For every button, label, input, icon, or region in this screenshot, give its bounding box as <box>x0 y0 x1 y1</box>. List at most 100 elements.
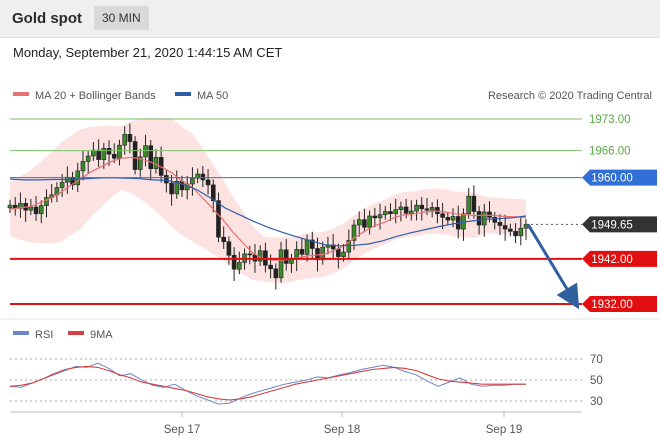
level-label-1942.00: 1942.00 <box>591 254 633 266</box>
candle-body <box>393 209 398 215</box>
candle-body <box>122 134 127 146</box>
candle-body <box>429 207 435 211</box>
ma9-legend-label: 9MA <box>90 329 113 341</box>
timeframe-badge[interactable]: 30 MIN <box>94 6 149 30</box>
x-tick-label: Sep 17 <box>164 424 200 436</box>
candle-body <box>377 214 383 219</box>
ma20-legend-label: MA 20 + Bollinger Bands <box>35 90 156 102</box>
ma20-legend-swatch <box>13 92 29 96</box>
level-label-1966.00: 1966.00 <box>589 146 631 158</box>
x-tick-label: Sep 19 <box>486 424 522 436</box>
candle-body <box>362 219 367 228</box>
candle-body <box>497 222 503 226</box>
candle-body <box>44 197 49 206</box>
candle-body <box>466 195 471 215</box>
forecast-arrow <box>526 223 580 310</box>
candle-body <box>28 206 34 211</box>
candle-body <box>388 211 393 215</box>
candle-body <box>190 177 195 185</box>
candle-body <box>200 173 206 181</box>
ma9-legend-swatch <box>68 331 84 335</box>
candle-body <box>336 248 341 257</box>
candle-body <box>132 141 138 170</box>
candle-body <box>367 215 372 228</box>
candle-body <box>33 206 39 215</box>
candle-body <box>424 208 430 211</box>
candle-body <box>268 264 273 270</box>
candle-body <box>398 206 404 210</box>
x-tick-label: Sep 18 <box>324 424 360 436</box>
candle-body <box>304 239 310 255</box>
candle-body <box>153 157 159 169</box>
candle-body <box>143 145 148 158</box>
level-box-1949.65 <box>582 216 657 233</box>
candle-body <box>59 181 65 188</box>
candle-body <box>403 206 409 214</box>
candle-body <box>513 231 518 237</box>
rsi-tick-label: 70 <box>590 354 603 366</box>
candle-body <box>518 227 524 237</box>
candle-body <box>226 241 232 256</box>
candle-body <box>476 211 482 226</box>
rsi-line <box>9 362 526 405</box>
candle-body <box>445 217 451 221</box>
candle-body <box>310 239 315 249</box>
candle-body <box>482 211 487 226</box>
candle-body <box>148 145 154 169</box>
candle-body <box>414 204 419 212</box>
candle-body <box>237 262 242 270</box>
candle-body <box>450 216 456 221</box>
candle-body <box>289 259 294 264</box>
candle-body <box>492 217 498 223</box>
candle-body <box>117 144 122 159</box>
rsi-legend: RSI 9MA <box>13 329 113 341</box>
candle-body <box>138 156 143 170</box>
candle-body <box>382 211 388 215</box>
candle-body <box>273 268 279 279</box>
candle-body <box>346 240 352 253</box>
candle-body <box>164 175 169 184</box>
level-box-1932.00 <box>582 296 657 312</box>
candle-body <box>127 134 133 142</box>
candle-body <box>231 254 237 270</box>
candle-body <box>508 228 513 232</box>
candle-body <box>210 184 216 201</box>
candle-body <box>351 224 357 241</box>
instrument-title: Gold spot <box>12 10 82 27</box>
ma50-legend-label: MA 50 <box>197 90 228 102</box>
rsi-legend-swatch <box>13 331 29 335</box>
candle-body <box>278 249 284 279</box>
candle-body <box>169 182 174 195</box>
level-label-1949.65: 1949.65 <box>591 219 633 231</box>
credit-text: Research © 2020 Trading Central <box>488 90 652 102</box>
candle-body <box>80 161 86 172</box>
candle-body <box>96 149 101 160</box>
chart-header: Gold spot 30 MIN <box>0 0 660 38</box>
candle-body <box>174 180 180 195</box>
candle-body <box>299 249 305 255</box>
timestamp: Monday, September 21, 2020 1:44:15 AM CE… <box>13 45 283 60</box>
main-legend: MA 20 + Bollinger Bands MA 50 Research ©… <box>13 90 652 102</box>
candle-body <box>247 253 253 256</box>
candle-body <box>341 251 346 257</box>
level-box-1942.00 <box>582 250 657 267</box>
candle-body <box>101 148 107 160</box>
candle-body <box>356 219 362 226</box>
candle-body <box>111 153 117 159</box>
candle-body <box>440 213 445 218</box>
level-label-1973.00: 1973.00 <box>589 114 631 126</box>
candle-body <box>85 155 91 162</box>
rsi-ma9-line <box>9 365 526 401</box>
candle-body <box>38 205 44 215</box>
candle-body <box>7 204 13 209</box>
candle-body <box>419 204 425 210</box>
rsi-tick-label: 50 <box>590 375 603 387</box>
rsi-tick-label: 30 <box>590 396 603 408</box>
level-box-1960.00 <box>582 169 657 186</box>
candle-body <box>409 210 414 214</box>
candle-body <box>106 148 112 155</box>
candle-body <box>471 195 477 212</box>
candle-body <box>221 236 226 243</box>
level-label-1960.00: 1960.00 <box>591 173 633 185</box>
